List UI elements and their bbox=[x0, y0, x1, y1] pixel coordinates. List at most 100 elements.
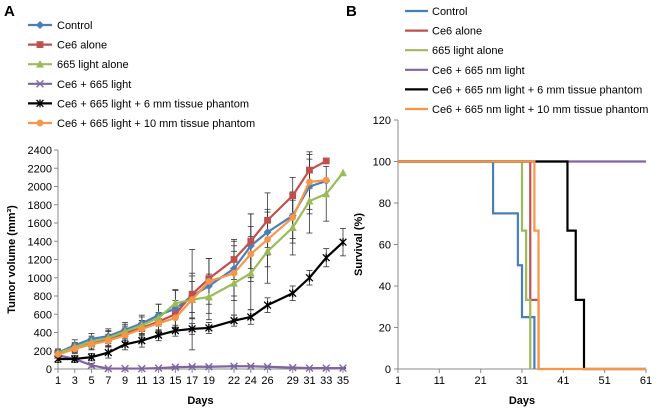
panel-a-errorbars bbox=[55, 154, 313, 359]
data-point bbox=[121, 364, 129, 373]
data-point bbox=[87, 353, 96, 362]
data-point bbox=[104, 337, 112, 345]
legend-b-label: Ce6 alone bbox=[432, 26, 482, 38]
data-point bbox=[188, 362, 197, 371]
panel-a-y-tick-label: 0 bbox=[46, 364, 52, 376]
panel-a-x-tick-label: 24 bbox=[245, 375, 257, 387]
panel-a-y-axis-title: Tumor volume (mm³) bbox=[6, 205, 18, 314]
data-point bbox=[104, 364, 113, 373]
data-point bbox=[204, 362, 213, 371]
panel-a-chart: Control Ce6 alone 665 light alone Ce6 + 665… bbox=[6, 20, 349, 407]
panel-b-x-tick-label: 31 bbox=[516, 375, 528, 387]
data-point bbox=[306, 178, 313, 186]
data-point bbox=[246, 268, 255, 277]
panel-a-x-tick-label: 7 bbox=[105, 375, 111, 387]
panel-a-y-tick-label: 1400 bbox=[28, 236, 52, 248]
panel-b-y-tick-label: 0 bbox=[385, 364, 391, 376]
data-point bbox=[154, 331, 163, 340]
data-point bbox=[154, 364, 163, 372]
legend-a-swatch-marker bbox=[36, 79, 44, 88]
data-point bbox=[87, 361, 96, 370]
data-point bbox=[306, 166, 313, 174]
panel-a-x-tick-label: 11 bbox=[136, 375, 147, 387]
panel-b-letter: B bbox=[346, 3, 357, 20]
data-point bbox=[339, 238, 347, 247]
legend-b-label: Ce6 + 665 nm light + 10 mm tissue phanto… bbox=[432, 104, 648, 116]
data-point bbox=[154, 313, 163, 322]
data-point bbox=[246, 362, 255, 371]
data-point bbox=[137, 336, 146, 345]
panel-a-x-tick-label: 1 bbox=[55, 375, 61, 387]
data-point bbox=[339, 364, 347, 372]
data-point bbox=[322, 189, 331, 198]
series-line bbox=[57, 179, 327, 356]
panel-b-y-tick-label: 80 bbox=[379, 198, 391, 210]
panel-a-series bbox=[54, 176, 330, 358]
data-point bbox=[230, 269, 238, 277]
data-point bbox=[204, 292, 213, 301]
panel-b-x-axis-title: Days bbox=[509, 395, 535, 407]
data-point bbox=[71, 345, 79, 353]
data-point bbox=[171, 314, 179, 322]
panel-b-y-tick-label: 120 bbox=[373, 115, 391, 127]
data-point bbox=[138, 325, 146, 333]
data-point bbox=[322, 176, 330, 184]
panel-b-x-tick-label: 51 bbox=[599, 375, 611, 387]
data-point bbox=[246, 312, 255, 321]
panel-a-errorbars bbox=[55, 151, 313, 359]
data-point bbox=[155, 319, 162, 327]
panel-a-x-tick-label: 26 bbox=[261, 375, 273, 387]
panel-a-y-tick-label: 600 bbox=[34, 309, 52, 321]
data-point bbox=[305, 196, 314, 205]
data-point bbox=[230, 362, 238, 371]
data-point bbox=[171, 326, 180, 335]
data-point bbox=[322, 157, 330, 165]
data-point bbox=[188, 296, 196, 304]
data-point bbox=[104, 348, 113, 357]
data-point bbox=[263, 228, 272, 237]
panel-a-letter: A bbox=[4, 3, 15, 20]
panel-a-x-tick-label: 22 bbox=[228, 375, 240, 387]
data-point bbox=[54, 351, 62, 358]
data-point bbox=[263, 301, 272, 310]
panel-b-x-tick-label: 1 bbox=[395, 375, 401, 387]
survival-curve bbox=[398, 160, 536, 369]
panel-b-y-tick-label: 60 bbox=[379, 240, 391, 252]
data-point bbox=[247, 237, 255, 245]
panel-a-y-tick-label: 200 bbox=[34, 346, 52, 358]
data-point bbox=[70, 354, 79, 363]
panel-b-y-tick-label: 100 bbox=[373, 157, 391, 169]
survival-curve bbox=[398, 160, 646, 371]
series-line bbox=[57, 354, 343, 370]
panel-a-y-tick-label: 1000 bbox=[28, 273, 52, 285]
legend-a-label: Control bbox=[57, 20, 92, 32]
legend-a-label: 665 light alone bbox=[57, 59, 129, 71]
data-point bbox=[322, 253, 331, 262]
panel-a-y-tick-label: 2400 bbox=[28, 145, 52, 157]
panel-a-errorbars bbox=[55, 158, 313, 357]
data-point bbox=[263, 362, 272, 371]
panel-a-x-tick-label: 19 bbox=[203, 375, 215, 387]
data-point bbox=[121, 331, 129, 339]
data-point bbox=[264, 216, 271, 224]
panel-b-y-tick-label: 40 bbox=[379, 281, 391, 293]
panel-a-y-tick-label: 1800 bbox=[28, 200, 52, 212]
data-point bbox=[264, 236, 271, 243]
data-point bbox=[322, 364, 331, 372]
data-point bbox=[288, 289, 297, 298]
panel-b-y-tick-label: 20 bbox=[379, 323, 391, 335]
legend-b-label: 665 light alone bbox=[432, 45, 504, 57]
data-point bbox=[88, 340, 95, 348]
legend-a-label: Ce6 + 665 light bbox=[57, 79, 131, 91]
panel-a-y-tick-label: 2000 bbox=[28, 182, 52, 194]
legend-b-label: Control bbox=[432, 6, 467, 18]
data-point bbox=[305, 364, 314, 372]
data-point bbox=[121, 340, 129, 349]
data-point bbox=[205, 323, 213, 332]
legend-a-label: Ce6 + 665 light + 10 mm tissue phantom bbox=[57, 118, 255, 130]
panel-a-x-tick-label: 5 bbox=[88, 375, 94, 387]
data-point bbox=[188, 290, 196, 298]
panel-b-y-axis-title: Survival (%) bbox=[353, 213, 365, 276]
panel-a-x-tick-label: 31 bbox=[303, 375, 315, 387]
panel-a-y-tick-label: 800 bbox=[34, 291, 52, 303]
